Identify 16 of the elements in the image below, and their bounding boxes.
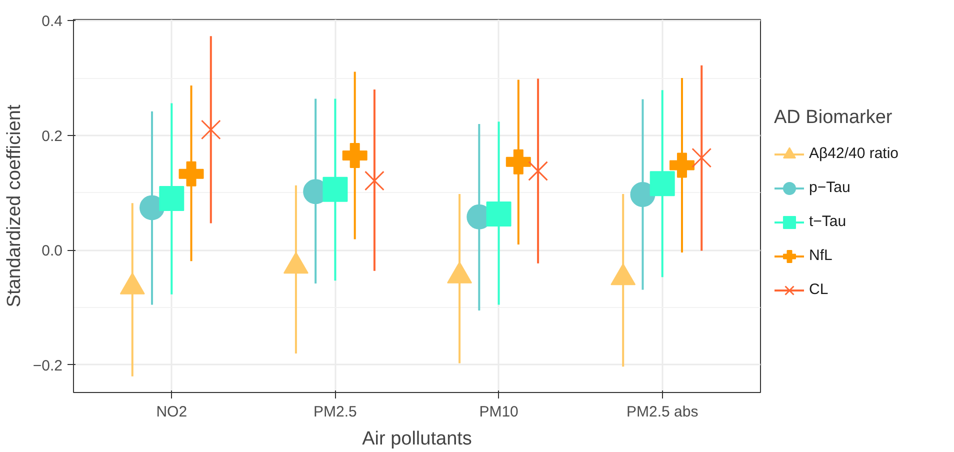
legend-label: p−Tau (809, 179, 850, 196)
x-tick-label: PM10 (479, 404, 518, 420)
y-axis-title: Standardized coefficient (4, 104, 25, 308)
x-tick-label: PM2.5 abs (626, 404, 698, 420)
y-tick-label: 0.4 (42, 13, 63, 30)
y-tick-label: −0.2 (32, 357, 63, 374)
legend-label: CL (809, 281, 829, 298)
y-tick-label: 0.2 (42, 128, 63, 145)
x-tick-label: NO2 (156, 404, 188, 420)
legend-label: Aβ42/40 ratio (809, 145, 899, 162)
x-tick-label: PM2.5 (314, 404, 357, 420)
legend-title: AD Biomarker (774, 106, 894, 128)
legend-label: NfL (809, 247, 832, 264)
y-tick-label: 0.0 (42, 242, 63, 260)
x-axis-title: Air pollutants (362, 428, 472, 450)
legend-label: t−Tau (809, 213, 846, 230)
